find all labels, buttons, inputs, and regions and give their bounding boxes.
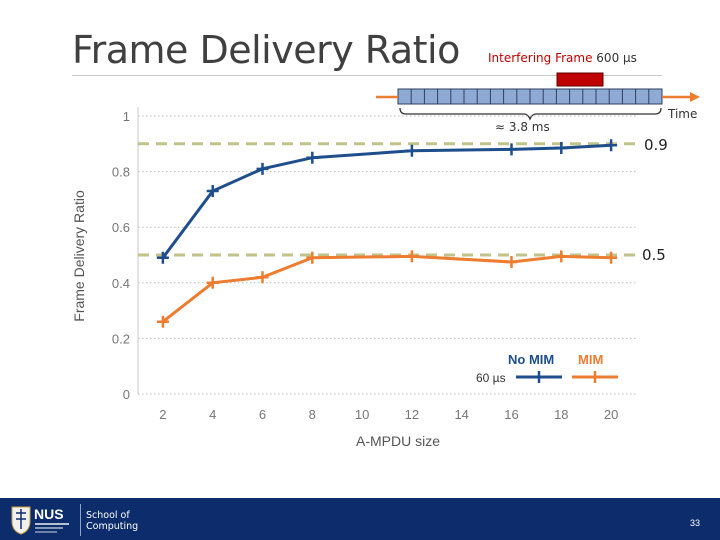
data-point-mim [555, 250, 568, 263]
x-tick-label: 20 [604, 407, 618, 422]
data-point-no-mim [505, 143, 518, 156]
reference-label-0.5: 0.5 [642, 246, 666, 264]
data-point-mim [306, 251, 319, 264]
data-point-mim [405, 250, 418, 263]
nus-logo-text: NUS [34, 506, 64, 522]
reference-lines [138, 142, 638, 257]
series-line-no-mim [161, 143, 612, 259]
data-point-mim [206, 276, 219, 289]
ampdu-subframes [410, 89, 650, 104]
x-tick-label: 18 [554, 407, 568, 422]
data-series [156, 139, 618, 328]
data-point-mim [505, 255, 518, 268]
time-axis-label: Time [668, 107, 698, 121]
y-tick-label: 1 [123, 109, 130, 124]
school-of-computing: School of Computing [86, 510, 138, 532]
reference-label-0.9: 0.9 [644, 136, 668, 154]
interfering-frame-label: Interfering Frame 600 µs [488, 51, 637, 65]
x-tick-label: 6 [259, 407, 266, 422]
data-point-no-mim [405, 144, 418, 157]
x-tick-label: 12 [405, 407, 419, 422]
chart-canvas: 0 0.2 0.4 0.6 0.8 1 2 4 6 8 10 12 14 16 18 20 A-MPDU s… [71, 72, 700, 449]
x-tick-label: 10 [355, 407, 369, 422]
y-tick-label: 0.8 [112, 165, 130, 180]
data-point-mim [156, 315, 169, 328]
ampdu-timeline-diagram [376, 72, 700, 121]
interfering-frame-text: Interfering Frame [488, 51, 593, 65]
school-line-1: School of [86, 510, 130, 521]
y-tick-label: 0.4 [112, 276, 130, 291]
footer-bar [0, 498, 720, 540]
legend-marker-mim [589, 371, 601, 383]
x-tick-label: 8 [309, 407, 316, 422]
data-point-no-mim [256, 162, 269, 175]
series-line-mim [161, 254, 612, 323]
data-point-mim [605, 251, 618, 264]
data-point-no-mim [206, 185, 219, 198]
x-axis-label: A-MPDU size [356, 433, 440, 449]
interfering-frame-block [556, 72, 604, 87]
slide-title: Frame Delivery Ratio [72, 28, 460, 72]
data-point-no-mim [605, 139, 618, 152]
footer-divider [80, 504, 81, 536]
title-underline [72, 75, 662, 76]
y-tick-label: 0.2 [112, 331, 130, 346]
x-tick-label: 16 [504, 407, 518, 422]
page-number: 33 [690, 518, 701, 528]
legend-label-no-mim: No MIM [508, 352, 554, 367]
legend-label-mim: MIM [578, 352, 603, 367]
legend: No MIM MIM 60 µs [476, 352, 618, 385]
data-point-no-mim [306, 151, 319, 164]
timeline-arrowhead [690, 92, 700, 102]
y-tick-label: 0.6 [112, 220, 130, 235]
nus-logo: NUS [11, 506, 69, 535]
x-tick-label: 2 [159, 407, 166, 422]
interfering-duration: 600 µs [596, 51, 637, 65]
y-axis-label: Frame Delivery Ratio [71, 190, 87, 322]
span-brace [399, 107, 662, 121]
y-tick-label: 0 [123, 387, 130, 402]
data-point-no-mim [156, 251, 169, 264]
legend-marker-no-mim [533, 371, 545, 383]
x-tick-labels: 2 4 6 8 10 12 14 16 18 20 [159, 407, 618, 422]
grid-lines [138, 115, 636, 395]
legend-title: 60 µs [476, 371, 506, 385]
x-tick-label: 14 [454, 407, 468, 422]
data-point-mim [256, 271, 269, 284]
data-point-no-mim [555, 141, 568, 154]
x-tick-label: 4 [209, 407, 216, 422]
school-line-2: Computing [86, 521, 139, 532]
ampdu-span-label: ≈ 3.8 ms [495, 120, 550, 134]
y-tick-labels: 0 0.2 0.4 0.6 0.8 1 [112, 109, 130, 402]
